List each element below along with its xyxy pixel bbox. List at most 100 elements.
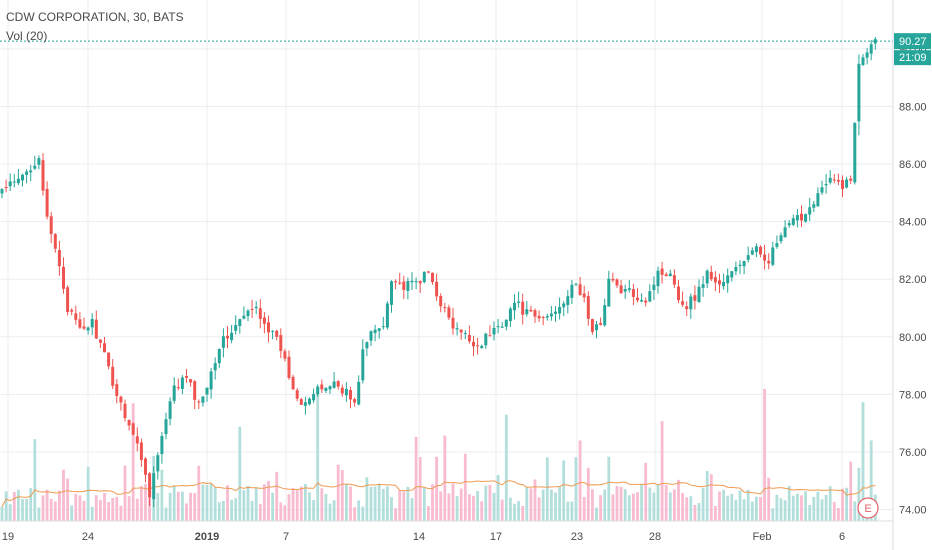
x-tick-label: 14 bbox=[413, 531, 425, 543]
candle-body bbox=[8, 181, 12, 187]
volume-bar bbox=[267, 480, 270, 521]
candle bbox=[480, 344, 484, 349]
candle-body bbox=[295, 390, 299, 399]
candle bbox=[406, 277, 410, 300]
candle bbox=[443, 302, 447, 313]
candle-body bbox=[767, 260, 771, 264]
candle bbox=[607, 270, 611, 307]
candle-body bbox=[258, 308, 262, 319]
volume-bar bbox=[632, 493, 635, 521]
candle bbox=[812, 200, 816, 213]
candle bbox=[353, 397, 357, 407]
candle-body bbox=[299, 399, 303, 405]
volume-bar bbox=[271, 492, 274, 521]
volume-bar bbox=[488, 484, 492, 521]
candle-body bbox=[578, 284, 582, 295]
candle-body bbox=[144, 458, 147, 475]
candle bbox=[652, 276, 656, 300]
candle-body bbox=[57, 249, 61, 267]
candle-body bbox=[451, 317, 455, 329]
volume-bar bbox=[763, 388, 766, 521]
volume-bar bbox=[750, 501, 754, 521]
candle-body bbox=[320, 384, 324, 390]
candle-body bbox=[849, 178, 853, 181]
candle bbox=[689, 293, 693, 319]
candle bbox=[754, 243, 758, 258]
volume-bar bbox=[406, 486, 410, 521]
candle bbox=[8, 173, 12, 191]
volume-bar bbox=[291, 488, 295, 521]
candle-body bbox=[537, 315, 541, 319]
candle bbox=[463, 330, 467, 340]
volume-bar bbox=[254, 487, 258, 521]
volume-bar bbox=[287, 494, 291, 521]
candle bbox=[705, 269, 709, 288]
candle-body bbox=[250, 308, 254, 310]
volume-bar bbox=[504, 414, 508, 521]
candle bbox=[800, 205, 803, 228]
candle bbox=[775, 235, 779, 249]
candle bbox=[595, 320, 598, 339]
candle bbox=[283, 348, 287, 362]
candle bbox=[41, 153, 45, 196]
volume-bar bbox=[771, 508, 775, 521]
candle bbox=[4, 179, 8, 193]
candle-body bbox=[148, 473, 152, 498]
volume-bar bbox=[767, 477, 771, 521]
candle bbox=[718, 273, 721, 294]
volume-bar bbox=[103, 492, 106, 521]
volume-bar bbox=[718, 491, 721, 521]
candle-body bbox=[672, 275, 676, 285]
candle bbox=[94, 310, 98, 340]
candle-body bbox=[246, 310, 250, 317]
candles bbox=[0, 36, 877, 508]
candle bbox=[451, 307, 455, 335]
candle-body bbox=[595, 324, 598, 331]
volume-bar bbox=[336, 464, 340, 521]
candle bbox=[668, 269, 672, 277]
candle bbox=[779, 232, 783, 244]
candle-body bbox=[615, 279, 619, 286]
volume-bar bbox=[689, 496, 693, 521]
earnings-marker[interactable]: E bbox=[857, 497, 879, 519]
candle bbox=[291, 374, 295, 390]
countdown-label: 21:09 bbox=[899, 52, 927, 64]
volume-bar bbox=[775, 494, 779, 521]
candle-body bbox=[549, 313, 553, 317]
candle bbox=[287, 350, 291, 380]
candle bbox=[578, 277, 582, 296]
candle bbox=[816, 187, 820, 207]
candle bbox=[316, 384, 320, 397]
candle bbox=[176, 378, 180, 391]
candle-body bbox=[513, 302, 516, 311]
candle bbox=[746, 246, 750, 263]
volume-bar bbox=[45, 489, 49, 521]
candle bbox=[349, 386, 352, 409]
volume-bar bbox=[603, 489, 607, 521]
volume-indicator-label[interactable]: Vol (20) bbox=[6, 29, 48, 43]
candle bbox=[492, 321, 496, 341]
symbol-title[interactable]: CDW CORPORATION, 30, BATS bbox=[6, 10, 184, 24]
legend: CDW CORPORATION, 30, BATS Vol (20) bbox=[6, 8, 184, 46]
candle bbox=[726, 268, 730, 293]
candle-body bbox=[730, 271, 734, 278]
candle-body bbox=[631, 289, 635, 297]
candle bbox=[115, 378, 119, 404]
volume-bar bbox=[664, 484, 668, 521]
candle bbox=[53, 233, 57, 253]
candle-body bbox=[25, 171, 29, 175]
volume-bar bbox=[427, 506, 430, 521]
volume-bar bbox=[176, 491, 180, 521]
volume-bar bbox=[78, 495, 82, 521]
candle bbox=[365, 341, 369, 357]
volume-bar bbox=[283, 505, 287, 521]
candle-body bbox=[472, 341, 475, 347]
candle-body bbox=[234, 325, 238, 331]
candle-body bbox=[677, 286, 680, 301]
candle bbox=[455, 322, 459, 336]
x-tick-label: 28 bbox=[649, 531, 661, 543]
volume-bar bbox=[181, 491, 184, 521]
candle bbox=[271, 330, 275, 340]
volume-bar bbox=[738, 490, 742, 521]
